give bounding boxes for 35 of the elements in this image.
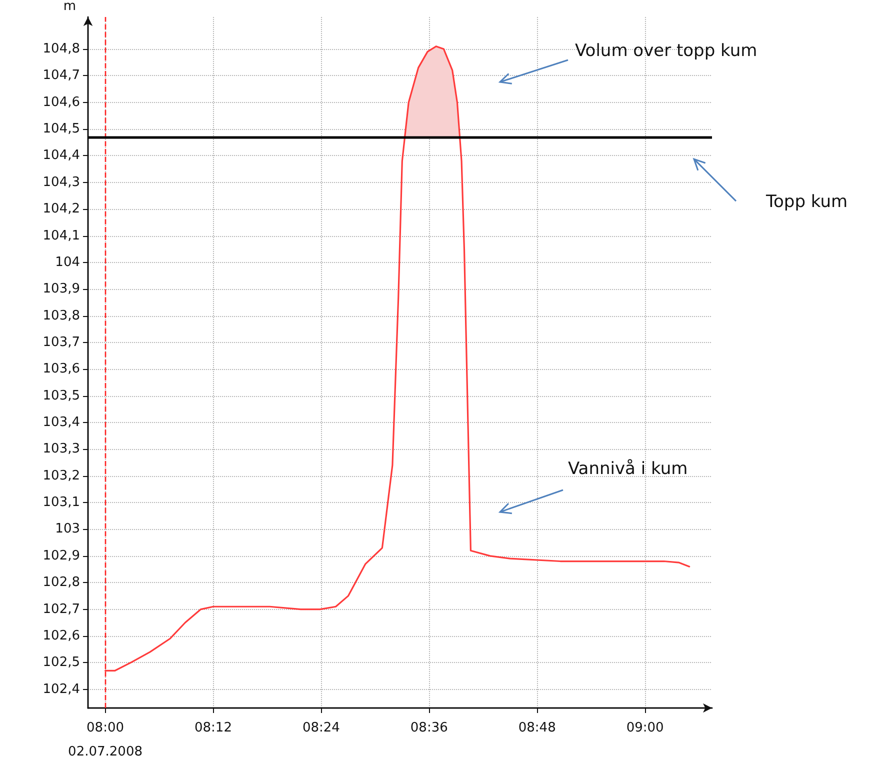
y-tick-label: 102,6 [42, 628, 80, 644]
y-tick-label: 102,7 [42, 602, 80, 617]
y-tick-label: 103,1 [42, 495, 80, 510]
y-tick-label: 104,6 [42, 94, 80, 110]
y-tick-label: 103,3 [42, 442, 80, 457]
y-tick-label: 102,4 [42, 682, 80, 697]
y-tick-label: 103,5 [42, 388, 80, 404]
x-tick-label: 09:00 [626, 720, 664, 736]
y-tick-label: 104,1 [42, 228, 80, 244]
x-tick-label: 08:24 [302, 720, 340, 736]
y-tick-label: 103,4 [42, 415, 80, 430]
y-tick-label: 104,5 [42, 122, 80, 137]
y-tick-label: 103,8 [42, 308, 80, 324]
y-tick-label: 104,7 [42, 68, 80, 84]
x-tick-label: 08:12 [194, 720, 232, 736]
y-tick-label: 104 [55, 254, 80, 270]
y-tick-label: 104,4 [42, 148, 80, 164]
y-tick-label: 102,8 [42, 575, 80, 590]
ref-line-label: Topp kum [765, 192, 848, 212]
annotation: Volum over topp kum [575, 41, 758, 61]
y-tick-label: 103,7 [42, 334, 80, 350]
y-axis-title: m [63, 0, 76, 14]
x-tick-label: 08:00 02.07.2008 [68, 720, 142, 760]
y-tick-label: 102,9 [42, 548, 80, 564]
y-tick-label: 104,3 [42, 174, 80, 190]
x-tick-label: 08:48 [518, 720, 556, 736]
y-tick-label: 103,2 [42, 468, 80, 484]
y-tick-label: 103 [55, 522, 80, 537]
y-tick-label: 102,5 [42, 655, 80, 670]
y-tick-label: 103,9 [42, 282, 80, 297]
y-tick-label: 104,2 [42, 202, 80, 217]
x-tick-label: 08:36 [410, 720, 448, 736]
y-tick-label: 104,8 [42, 42, 80, 57]
y-tick-label: 103,6 [42, 362, 80, 377]
annotation: Vannivå i kum [568, 459, 688, 479]
